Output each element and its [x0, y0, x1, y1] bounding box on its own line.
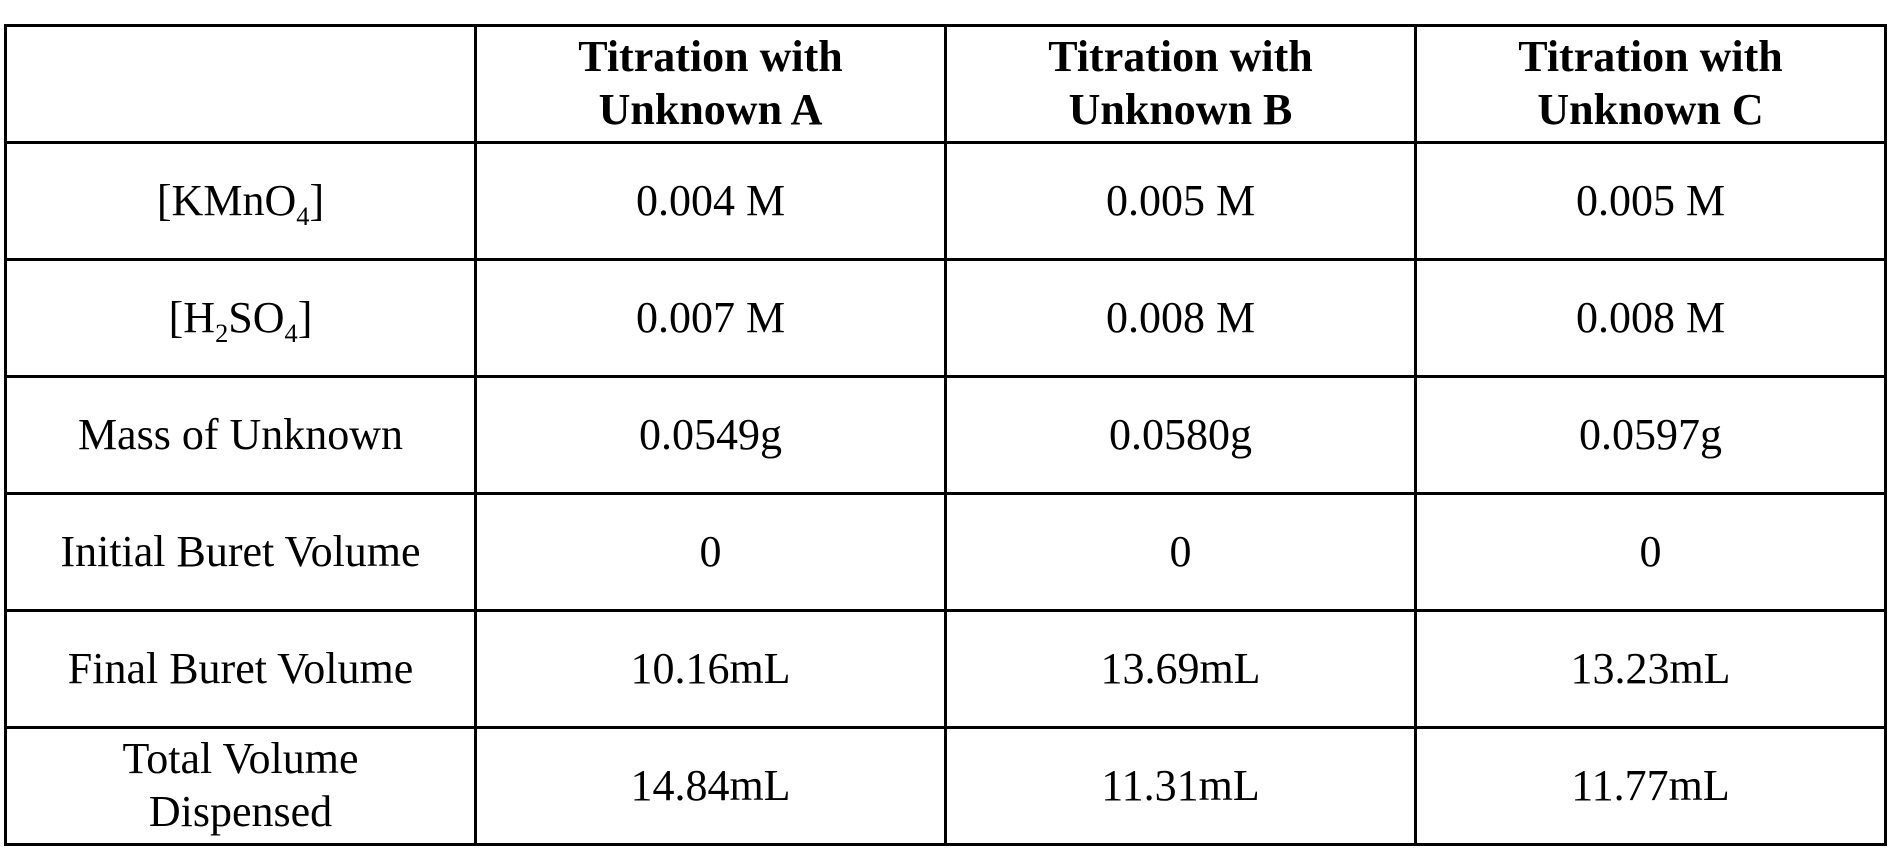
column-header-unknown-b: Titration with Unknown B: [944, 24, 1417, 144]
table-row-final-buret-volume: Final Buret Volume 10.16mL 13.69mL 13.23…: [4, 609, 1887, 729]
column-header-unknown-c: Titration with Unknown C: [1414, 24, 1887, 144]
row-label-mass-of-unknown: Mass of Unknown: [4, 375, 477, 495]
chem-subscript: 4: [284, 317, 298, 348]
cell-mass-unknown-a: 0.0549g: [474, 375, 947, 495]
cell-final-volume-unknown-a: 10.16mL: [474, 609, 947, 729]
row-label-initial-buret-volume: Initial Buret Volume: [4, 492, 477, 612]
chem-formula-text: ]: [309, 175, 325, 225]
row-label-h2so4: [H2SO4]: [4, 258, 477, 378]
chem-formula-text: [H: [168, 292, 216, 342]
chem-subscript: 4: [296, 200, 310, 231]
cell-final-volume-unknown-b: 13.69mL: [944, 609, 1417, 729]
cell-h2so4-unknown-c: 0.008 M: [1414, 258, 1887, 378]
column-header-unknown-a: Titration with Unknown A: [474, 24, 947, 144]
cell-total-volume-unknown-c: 11.77mL: [1414, 726, 1887, 846]
table-row-initial-buret-volume: Initial Buret Volume 0 0 0: [4, 492, 1887, 612]
cell-final-volume-unknown-c: 13.23mL: [1414, 609, 1887, 729]
cell-kmno4-unknown-b: 0.005 M: [944, 141, 1417, 261]
row-label-final-buret-volume: Final Buret Volume: [4, 609, 477, 729]
cell-mass-unknown-b: 0.0580g: [944, 375, 1417, 495]
cell-h2so4-unknown-a: 0.007 M: [474, 258, 947, 378]
chem-formula-text: [KMnO: [156, 175, 297, 225]
cell-total-volume-unknown-a: 14.84mL: [474, 726, 947, 846]
cell-h2so4-unknown-b: 0.008 M: [944, 258, 1417, 378]
row-label-total-volume-dispensed: Total Volume Dispensed: [4, 726, 477, 846]
row-label-kmno4: [KMnO4]: [4, 141, 477, 261]
cell-initial-volume-unknown-a: 0: [474, 492, 947, 612]
cell-kmno4-unknown-c: 0.005 M: [1414, 141, 1887, 261]
chem-formula-text: SO: [228, 292, 285, 342]
cell-kmno4-unknown-a: 0.004 M: [474, 141, 947, 261]
table-row-kmno4: [KMnO4] 0.004 M 0.005 M 0.005 M: [4, 141, 1887, 261]
cell-initial-volume-unknown-c: 0: [1414, 492, 1887, 612]
cell-mass-unknown-c: 0.0597g: [1414, 375, 1887, 495]
chem-subscript: 2: [215, 317, 229, 348]
table-row-h2so4: [H2SO4] 0.007 M 0.008 M 0.008 M: [4, 258, 1887, 378]
cell-total-volume-unknown-b: 11.31mL: [944, 726, 1417, 846]
corner-cell: [4, 24, 477, 144]
header-row: Titration with Unknown A Titration with …: [4, 24, 1887, 144]
cell-initial-volume-unknown-b: 0: [944, 492, 1417, 612]
table-row-total-volume-dispensed: Total Volume Dispensed 14.84mL 11.31mL 1…: [4, 726, 1887, 846]
chem-formula-text: ]: [297, 292, 313, 342]
table-row-mass-of-unknown: Mass of Unknown 0.0549g 0.0580g 0.0597g: [4, 375, 1887, 495]
titration-results-table: Titration with Unknown A Titration with …: [4, 24, 1887, 846]
